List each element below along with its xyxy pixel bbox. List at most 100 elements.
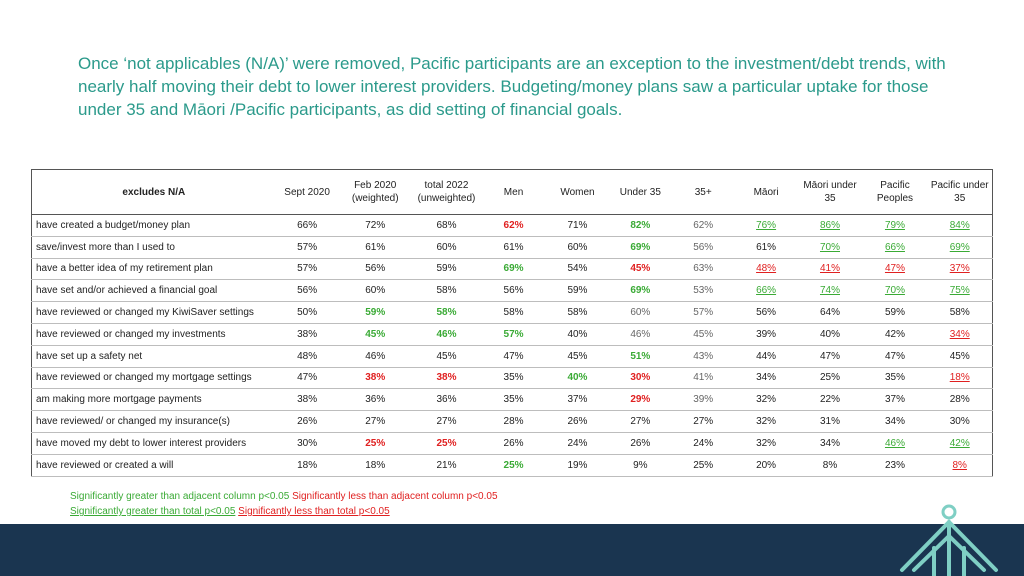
legend-line-total: Significantly greater than total p<0.05 … (70, 504, 498, 519)
table-cell: 59% (546, 279, 609, 303)
table-cell: 34% (862, 410, 928, 433)
table-cell: 32% (734, 388, 798, 412)
table-cell: 37% (927, 258, 993, 281)
table-cell: 28% (481, 410, 547, 433)
table-cell: 30% (608, 367, 672, 390)
table-cell: 79% (862, 214, 928, 237)
table-cell: 34% (797, 432, 863, 455)
table-row: save/invest more than I used to 57% 61% 60%… (31, 236, 993, 259)
table-cell: 48% (275, 345, 339, 368)
legend-less-total: Significantly less than total p<0.05 (238, 506, 390, 517)
table-cell: 25% (411, 432, 482, 455)
table-cell: 53% (671, 279, 735, 303)
table-cell: 63% (671, 258, 735, 281)
row-label: have set and/or achieved a financial goa… (31, 279, 276, 303)
column-header: Māori under 35 (797, 169, 863, 215)
row-label: have set up a safety net (31, 345, 276, 368)
table-cell: 31% (797, 410, 863, 433)
column-header: Pacific Peoples (862, 169, 928, 215)
table-cell: 54% (546, 258, 609, 281)
table-cell: 58% (411, 279, 482, 303)
table-cell: 66% (862, 236, 928, 259)
house-roof-logo-icon (900, 504, 998, 576)
row-label: have reviewed or changed my investments (31, 323, 276, 346)
table-cell: 38% (411, 367, 482, 390)
table-cell: 22% (797, 388, 863, 412)
table-cell: 35% (862, 367, 928, 390)
table-cell: 59% (338, 301, 412, 324)
table-cell: 45% (608, 258, 672, 281)
legend-less-adjacent: Significantly less than adjacent column … (292, 491, 498, 502)
row-label: have reviewed or created a will (31, 454, 276, 477)
table-cell: 8% (927, 454, 993, 477)
table-corner-label: excludes N/A (31, 169, 276, 215)
table-cell: 69% (927, 236, 993, 259)
table-cell: 34% (927, 323, 993, 346)
column-header: Men (481, 169, 547, 215)
legend-greater-adjacent: Significantly greater than adjacent colu… (70, 491, 290, 502)
table-header-row: excludes N/A Sept 2020 Feb 2020 (weighted… (31, 169, 993, 215)
table-cell: 61% (734, 236, 798, 259)
column-header: total 2022 (unweighted) (411, 169, 482, 215)
table-cell: 26% (546, 410, 609, 433)
table-cell: 57% (671, 301, 735, 324)
table-cell: 57% (275, 236, 339, 259)
table-cell: 21% (411, 454, 482, 477)
table-cell: 20% (734, 454, 798, 477)
table-cell: 66% (734, 279, 798, 303)
table-cell: 26% (481, 432, 547, 455)
table-row: have set up a safety net 48% 46% 45% 47% 45% 5… (31, 345, 993, 368)
table-row: am making more mortgage payments 38% 36% 36… (31, 388, 993, 412)
table-cell: 57% (481, 323, 547, 346)
table-row: have reviewed or changed my investments 3… (31, 323, 993, 346)
column-header: Feb 2020 (weighted) (338, 169, 412, 215)
table-row: have reviewed or changed my mortgage set… (31, 367, 993, 390)
table-cell: 44% (734, 345, 798, 368)
table-row: have reviewed/ or changed my insurance(s… (31, 410, 993, 433)
table-cell: 70% (797, 236, 863, 259)
table-cell: 27% (671, 410, 735, 433)
table-cell: 34% (734, 367, 798, 390)
row-label: have reviewed or changed my KiwiSaver se… (31, 301, 276, 324)
table-row: have reviewed or changed my KiwiSaver se… (31, 301, 993, 324)
table-row: have set and/or achieved a financial goa… (31, 279, 993, 303)
table-cell: 39% (734, 323, 798, 346)
table-cell: 35% (481, 388, 547, 412)
table-cell: 32% (734, 432, 798, 455)
table-cell: 38% (275, 388, 339, 412)
table-cell: 60% (338, 279, 412, 303)
table-cell: 30% (275, 432, 339, 455)
table-cell: 58% (411, 301, 482, 324)
table-cell: 72% (338, 214, 412, 237)
table-cell: 62% (671, 214, 735, 237)
table-cell: 27% (608, 410, 672, 433)
table-row: have reviewed or created a will 18% 18% 21%… (31, 454, 993, 477)
results-table: excludes N/A Sept 2020 Feb 2020 (weighted… (31, 169, 993, 477)
table-cell: 47% (862, 345, 928, 368)
table-cell: 48% (734, 258, 798, 281)
row-label: am making more mortgage payments (31, 388, 276, 412)
table-row: have moved my debt to lower interest pro… (31, 432, 993, 455)
table-cell: 76% (734, 214, 798, 237)
table-cell: 40% (546, 323, 609, 346)
table-cell: 82% (608, 214, 672, 237)
table-cell: 25% (481, 454, 547, 477)
table-cell: 64% (797, 301, 863, 324)
row-label: have reviewed or changed my mortgage set… (31, 367, 276, 390)
table-cell: 58% (481, 301, 547, 324)
legend-line-adjacent: Significantly greater than adjacent colu… (70, 489, 498, 504)
table-cell: 58% (546, 301, 609, 324)
table-cell: 58% (927, 301, 993, 324)
table-cell: 37% (546, 388, 609, 412)
table-cell: 47% (797, 345, 863, 368)
table-cell: 56% (275, 279, 339, 303)
table-cell: 74% (797, 279, 863, 303)
table-cell: 56% (481, 279, 547, 303)
table-cell: 45% (671, 323, 735, 346)
table-cell: 45% (927, 345, 993, 368)
row-label: save/invest more than I used to (31, 236, 276, 259)
table-cell: 60% (546, 236, 609, 259)
table-cell: 69% (608, 236, 672, 259)
table-cell: 56% (734, 301, 798, 324)
table-cell: 56% (671, 236, 735, 259)
